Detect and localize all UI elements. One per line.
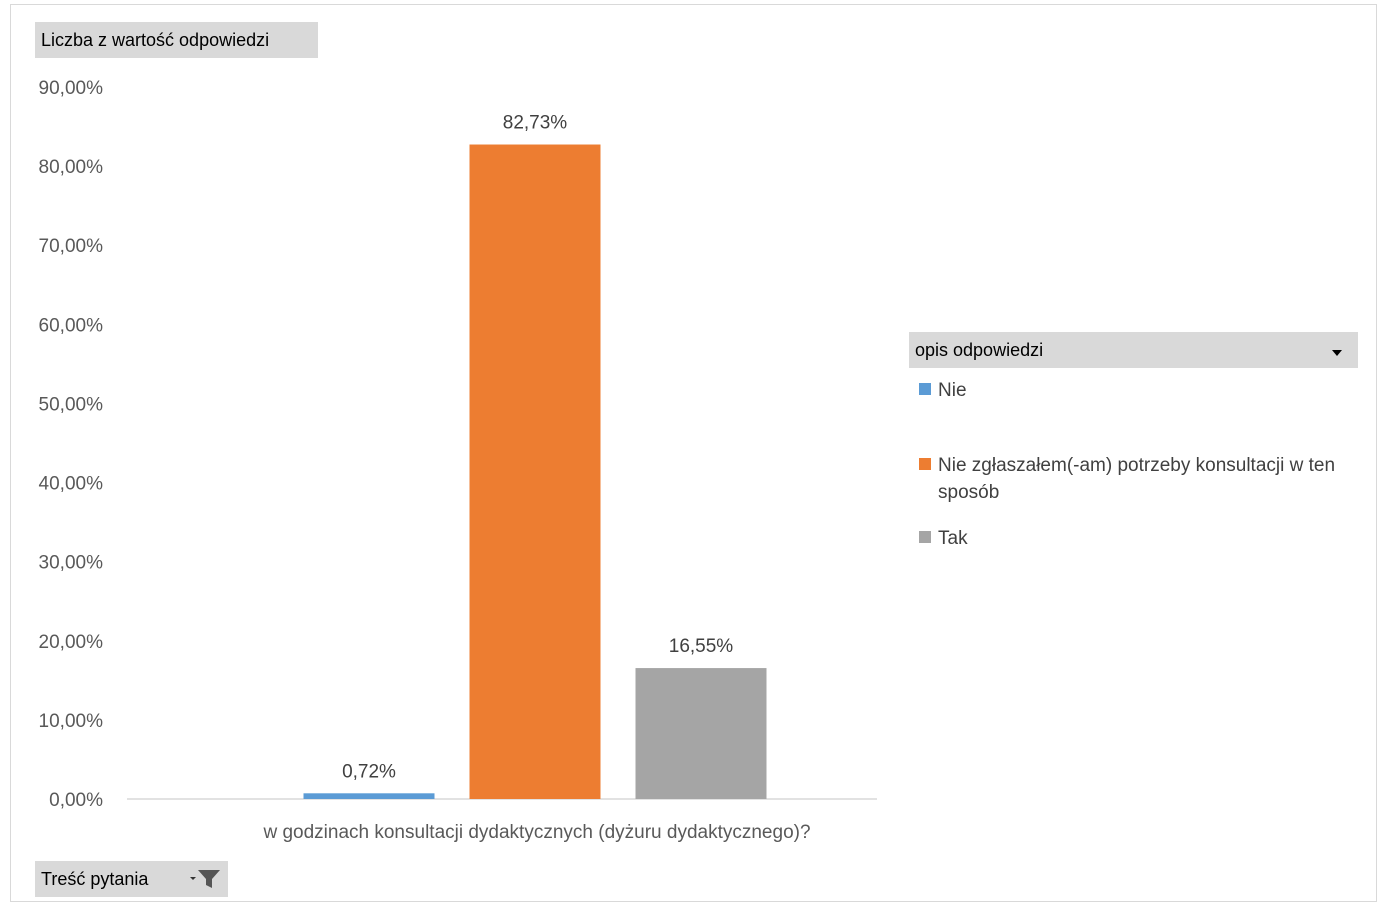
bar[interactable] xyxy=(303,793,435,799)
y-tick-label: 80,00% xyxy=(39,157,104,178)
bar[interactable] xyxy=(469,144,601,799)
y-tick-label: 0,00% xyxy=(49,790,103,811)
value-field-button[interactable]: Liczba z wartość odpowiedzi xyxy=(35,22,318,58)
y-tick-label: 50,00% xyxy=(39,394,104,415)
y-tick-label: 60,00% xyxy=(39,315,104,336)
data-label: 16,55% xyxy=(669,636,734,657)
data-label: 82,73% xyxy=(503,113,568,134)
legend-label: Nie zgłaszałem(-am) potrzeby konsultacji… xyxy=(938,455,1336,503)
y-tick-label: 40,00% xyxy=(39,474,104,495)
question-field-label: Treść pytania xyxy=(41,869,149,889)
y-tick-label: 20,00% xyxy=(39,632,104,653)
legend-swatch-icon xyxy=(919,458,931,470)
dropdown-arrow-icon[interactable] xyxy=(1332,332,1342,368)
legend-field-button[interactable]: opis odpowiedzi xyxy=(909,332,1358,368)
chart-frame xyxy=(10,4,1377,902)
category-label: w godzinach konsultacji dydaktycznych (d… xyxy=(262,822,810,843)
y-tick-label: 30,00% xyxy=(39,553,104,574)
legend-item-tak: Tak xyxy=(919,525,968,552)
legend-label: Nie xyxy=(938,380,967,401)
bar[interactable] xyxy=(635,668,767,799)
legend-swatch-icon xyxy=(919,531,931,543)
legend-item-nie-zglaszalem: Nie zgłaszałem(-am) potrzeby konsultacji… xyxy=(919,452,1369,506)
legend-swatch-icon xyxy=(919,383,931,395)
question-field-button[interactable]: Treść pytania xyxy=(35,861,228,897)
data-label: 0,72% xyxy=(342,761,396,782)
filter-icon[interactable] xyxy=(188,868,222,890)
y-tick-label: 70,00% xyxy=(39,236,104,257)
legend-item-nie: Nie xyxy=(919,377,967,404)
y-tick-label: 90,00% xyxy=(39,78,104,99)
y-tick-label: 10,00% xyxy=(39,711,104,732)
legend-label: Tak xyxy=(938,528,968,549)
legend-field-label: opis odpowiedzi xyxy=(915,340,1044,360)
